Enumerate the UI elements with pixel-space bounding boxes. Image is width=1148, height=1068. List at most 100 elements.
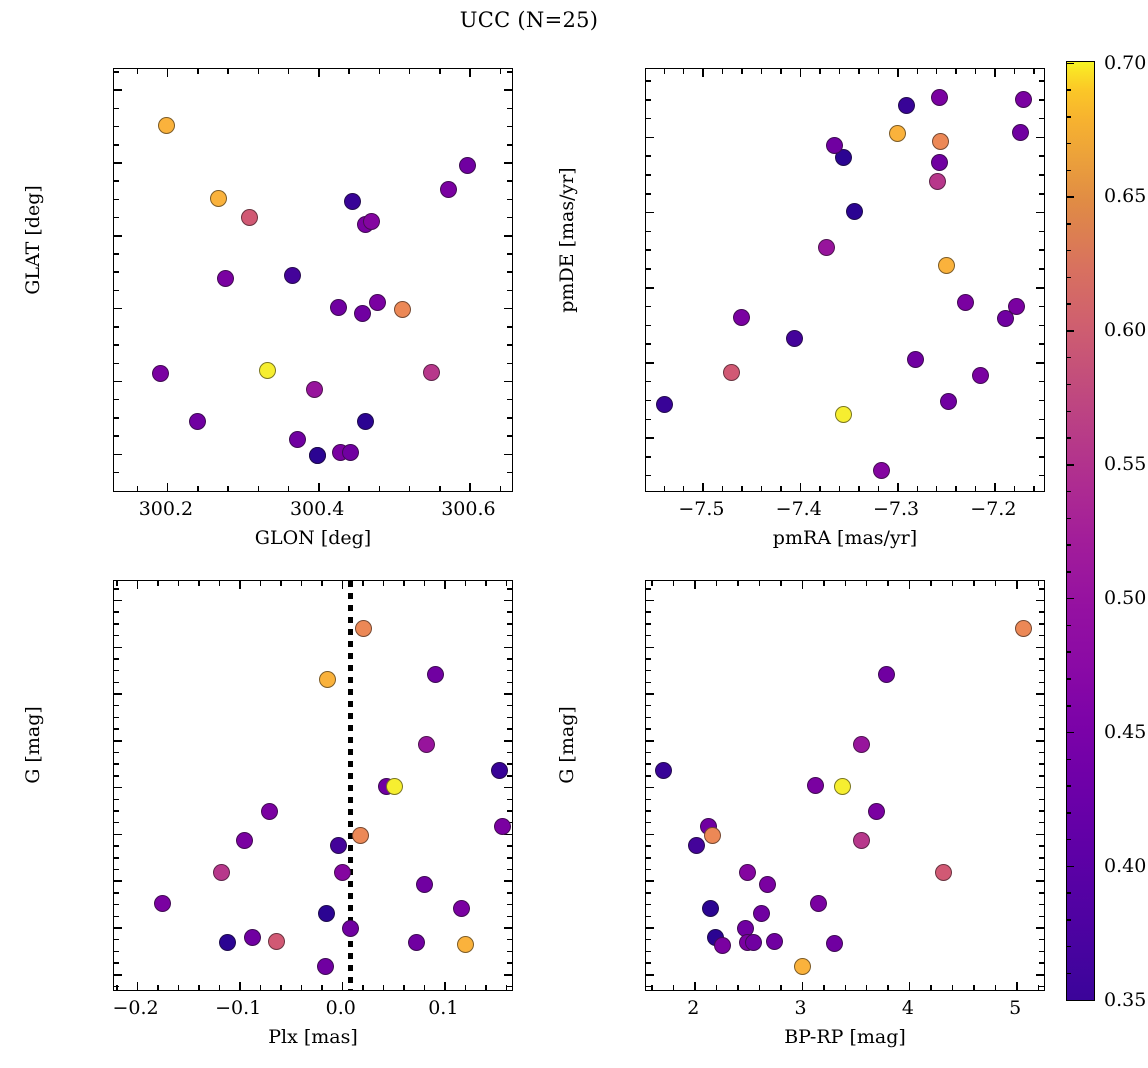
- axis-tick: [378, 486, 381, 491]
- axis-tick: [114, 344, 119, 346]
- scatter-point: [1015, 620, 1033, 638]
- scatter-point: [1008, 298, 1026, 316]
- panel-bprp-g[interactable]: 15.516.016.517.017.518.018.519.019.5: [645, 580, 1045, 991]
- axis-tick: [651, 581, 653, 586]
- axis-tick: [507, 417, 512, 419]
- axis-tick: [646, 740, 654, 742]
- axis-tick: [955, 69, 957, 74]
- axis-tick: [646, 950, 651, 953]
- axis-tick: [897, 483, 899, 491]
- axis-tick: [114, 775, 119, 777]
- scatter-point: [931, 89, 949, 107]
- colorbar-tick: [1066, 330, 1074, 332]
- axis-tick: [114, 821, 119, 824]
- axis-tick: [715, 985, 718, 990]
- axis-tick: [114, 810, 119, 812]
- colorbar-tick-label: 0.60: [1104, 319, 1147, 342]
- axis-tick: [1036, 740, 1044, 742]
- colorbar-tick: [1066, 865, 1074, 868]
- scatter-point: [423, 363, 441, 381]
- axis-tick: [114, 588, 119, 590]
- scatter-point: [440, 181, 458, 199]
- scatter-point: [362, 213, 380, 231]
- scatter-point: [704, 827, 722, 845]
- colorbar-tick-label: 0.65: [1104, 185, 1147, 208]
- axis-tick: [646, 681, 651, 684]
- axis-tick: [507, 289, 512, 292]
- axis-tick: [955, 486, 957, 491]
- axis-tick: [504, 740, 512, 742]
- axis-tick: [760, 486, 763, 491]
- scatter-point: [458, 156, 476, 174]
- axis-tick: [646, 230, 651, 233]
- colorbar-minor-tick: [1066, 919, 1071, 921]
- axis-tick: [504, 307, 512, 310]
- axis-tick: [646, 362, 654, 364]
- axis-tick: [114, 362, 119, 365]
- panel-plx-g[interactable]: 15.516.016.517.017.518.018.519.019.5: [113, 580, 513, 991]
- axis-tick: [1036, 974, 1044, 976]
- colorbar-tick: [1066, 196, 1074, 198]
- scatter-point: [931, 153, 949, 171]
- scatter-point: [687, 837, 705, 855]
- scatter-point: [308, 446, 326, 464]
- axis-tick: [974, 69, 977, 74]
- scatter-point: [766, 932, 784, 950]
- colorbar-minor-tick: [1066, 678, 1071, 680]
- axis-tick: [507, 471, 512, 474]
- axis-tick: [136, 486, 139, 491]
- axis-tick: [1039, 892, 1044, 894]
- scatter-point: [342, 443, 360, 461]
- axis-tick: [114, 681, 119, 684]
- axis-tick: [780, 486, 782, 491]
- colorbar-gradient[interactable]: [1066, 61, 1095, 1001]
- axis-tick: [1039, 775, 1044, 777]
- scatter-point: [426, 666, 444, 684]
- panel-glon-glat[interactable]: −0.55−0.60−0.65−0.70−0.75−0.80: [113, 68, 513, 492]
- axis-tick: [1036, 211, 1044, 214]
- axis-tick: [177, 581, 180, 586]
- axis-tick: [507, 344, 512, 346]
- axis-tick: [239, 982, 241, 990]
- scatter-point: [416, 875, 434, 893]
- axis-tick: [646, 693, 654, 695]
- axis-tick: [646, 437, 654, 439]
- axis-tick: [801, 581, 804, 589]
- scatter-point: [723, 364, 741, 382]
- scatter-point: [818, 239, 836, 257]
- scatter-point: [938, 257, 956, 275]
- scatter-point: [739, 863, 757, 881]
- scatter-point: [267, 932, 285, 950]
- axis-tick: [819, 69, 821, 74]
- scatter-point: [794, 958, 812, 976]
- axis-tick: [646, 938, 651, 941]
- axis-tick: [646, 669, 651, 672]
- axis-tick: [507, 950, 512, 953]
- axis-tick: [114, 271, 119, 273]
- axis-tick: [114, 704, 119, 707]
- panel-pmra-pmde[interactable]: 0.050.00−0.05−0.10−0.15: [645, 68, 1045, 492]
- scatter-point: [872, 461, 890, 479]
- colorbar-tick-label: 0.70: [1104, 51, 1147, 74]
- axis-tick: [1037, 581, 1040, 586]
- axis-tick: [646, 588, 651, 590]
- axis-tick: [499, 486, 502, 491]
- axis-tick: [646, 343, 651, 345]
- axis-tick: [114, 751, 119, 754]
- axis-tick: [646, 845, 651, 847]
- axis-tick: [507, 845, 512, 847]
- axis-tick: [321, 985, 323, 990]
- scatter-point: [243, 929, 261, 947]
- axis-tick: [838, 69, 841, 74]
- x-axis-title-bprp: BP-RP [mag]: [784, 1026, 906, 1048]
- axis-tick: [865, 985, 868, 990]
- axis-tick: [318, 483, 320, 491]
- colorbar-tick-label: 0.50: [1104, 586, 1147, 609]
- axis-tick: [114, 880, 122, 882]
- x-axis-tick-label: 0.0: [325, 997, 356, 1019]
- axis-tick: [672, 985, 675, 990]
- scatter-point: [209, 190, 227, 208]
- axis-tick: [1039, 669, 1044, 672]
- axis-tick: [507, 658, 512, 660]
- axis-tick: [507, 107, 512, 110]
